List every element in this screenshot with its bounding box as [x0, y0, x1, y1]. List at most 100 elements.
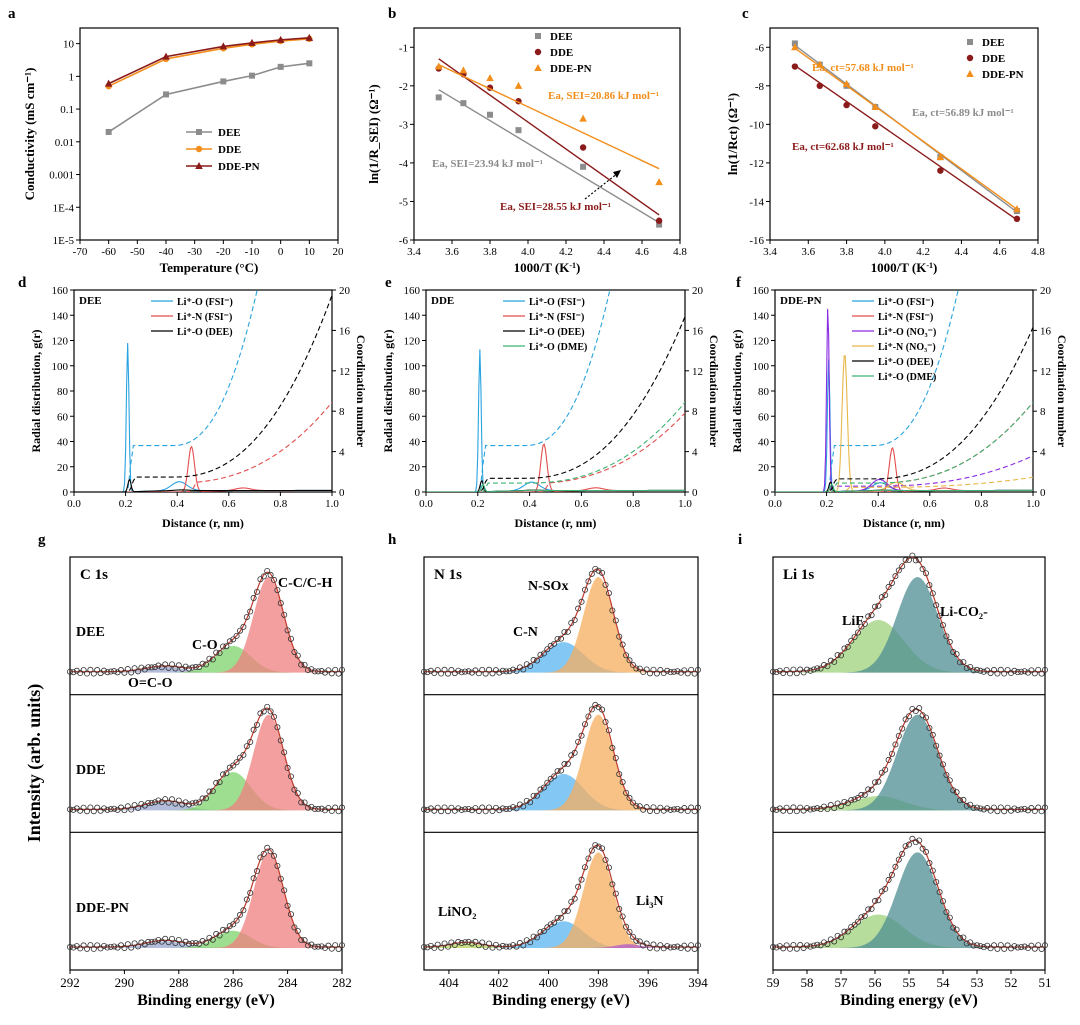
data-marker — [233, 917, 240, 924]
data-marker — [311, 668, 318, 675]
data-marker — [609, 607, 616, 614]
data-marker — [172, 800, 179, 807]
data-marker — [499, 805, 506, 812]
legend-entry: Li⁺-O (FSI⁻) — [529, 297, 585, 308]
component-peak — [773, 577, 1045, 673]
data-marker — [882, 885, 889, 892]
data-marker — [465, 938, 472, 945]
data-marker — [657, 667, 664, 674]
data-marker — [301, 937, 308, 944]
x-tick-label: -60 — [101, 246, 116, 258]
data-marker — [124, 803, 131, 810]
data-marker — [963, 940, 970, 947]
data-marker — [946, 777, 953, 784]
data-marker — [657, 804, 664, 811]
data-marker — [328, 808, 335, 815]
fit-line-DDE — [438, 58, 660, 216]
data-marker — [633, 803, 640, 810]
data-marker — [633, 665, 640, 672]
y-tick-label: 20 — [758, 462, 770, 474]
x-tick-label: 4.6 — [635, 246, 649, 258]
data-marker — [540, 650, 547, 657]
data-marker — [158, 938, 165, 945]
data-marker — [101, 667, 108, 674]
data-marker — [209, 936, 216, 943]
data-marker — [458, 940, 465, 947]
data-marker — [691, 808, 698, 815]
data-marker — [889, 871, 896, 878]
data-marker — [963, 665, 970, 672]
data-marker — [216, 779, 223, 786]
y-tick-label: -8 — [755, 81, 765, 93]
data-marker — [162, 796, 169, 803]
data-marker — [438, 944, 445, 951]
data-marker — [325, 942, 332, 949]
data-marker — [298, 661, 305, 668]
data-marker — [111, 805, 118, 812]
data-marker — [1028, 942, 1035, 949]
data-marker — [595, 843, 602, 850]
data-marker — [448, 667, 455, 674]
data-marker — [151, 799, 158, 806]
rdf-curve — [74, 478, 332, 492]
data-marker — [912, 557, 919, 564]
data-marker — [90, 945, 97, 952]
annotation: Ea, ct=56.89 kJ mol⁻¹ — [912, 107, 1014, 119]
data-point-DDE-PN — [276, 35, 285, 43]
data-marker — [335, 808, 342, 815]
legend-entry: Li⁺-N (FSI⁻) — [878, 312, 933, 323]
data-marker — [1038, 670, 1045, 677]
data-marker — [667, 806, 674, 813]
coordination-curve — [775, 290, 959, 492]
data-marker — [287, 773, 294, 780]
data-marker — [499, 667, 506, 674]
data-marker — [267, 571, 274, 578]
x-axis-label: Binding energy (eV) — [840, 992, 978, 1009]
data-marker — [175, 797, 182, 804]
data-marker — [787, 945, 794, 952]
data-marker — [807, 806, 814, 813]
data-marker — [831, 805, 838, 812]
data-marker — [861, 791, 868, 798]
x-tick-label: -70 — [73, 246, 88, 258]
data-marker — [128, 806, 135, 813]
data-point-DDE-PN — [104, 79, 113, 87]
data-marker — [773, 806, 780, 813]
data-marker — [790, 804, 797, 811]
y-tick-label: -10 — [749, 119, 764, 131]
data-marker — [230, 921, 237, 928]
data-marker — [465, 668, 472, 675]
x-tick-label: 394 — [688, 975, 708, 990]
data-marker — [70, 669, 77, 676]
system-label: DDE — [431, 295, 454, 307]
data-marker — [298, 799, 305, 806]
data-marker — [1004, 667, 1011, 674]
data-marker — [199, 795, 206, 802]
data-marker — [121, 669, 128, 676]
data-marker — [274, 587, 281, 594]
x-tick-label: 0.4 — [871, 498, 885, 510]
y-tick-label: 10 — [63, 39, 75, 51]
data-marker — [804, 942, 811, 949]
data-marker — [111, 668, 118, 675]
data-marker — [131, 940, 138, 947]
data-marker — [967, 801, 974, 808]
data-marker — [1042, 804, 1049, 811]
data-marker — [236, 627, 243, 634]
data-marker — [636, 803, 643, 810]
data-marker — [773, 944, 780, 951]
data-marker — [506, 668, 513, 675]
data-marker — [1011, 667, 1018, 674]
data-marker — [844, 928, 851, 935]
data-marker — [438, 670, 445, 677]
data-marker — [128, 669, 135, 676]
y2-axis-label: Coordination number — [707, 335, 721, 448]
y2-tick-label: 16 — [339, 325, 351, 337]
data-marker — [455, 805, 462, 812]
data-marker — [185, 801, 192, 808]
annotation: Ea, SEI=20.86 kJ mol⁻¹ — [548, 90, 659, 102]
data-marker — [827, 802, 834, 809]
data-marker — [821, 662, 828, 669]
data-marker — [895, 567, 902, 574]
data-marker — [138, 664, 145, 671]
